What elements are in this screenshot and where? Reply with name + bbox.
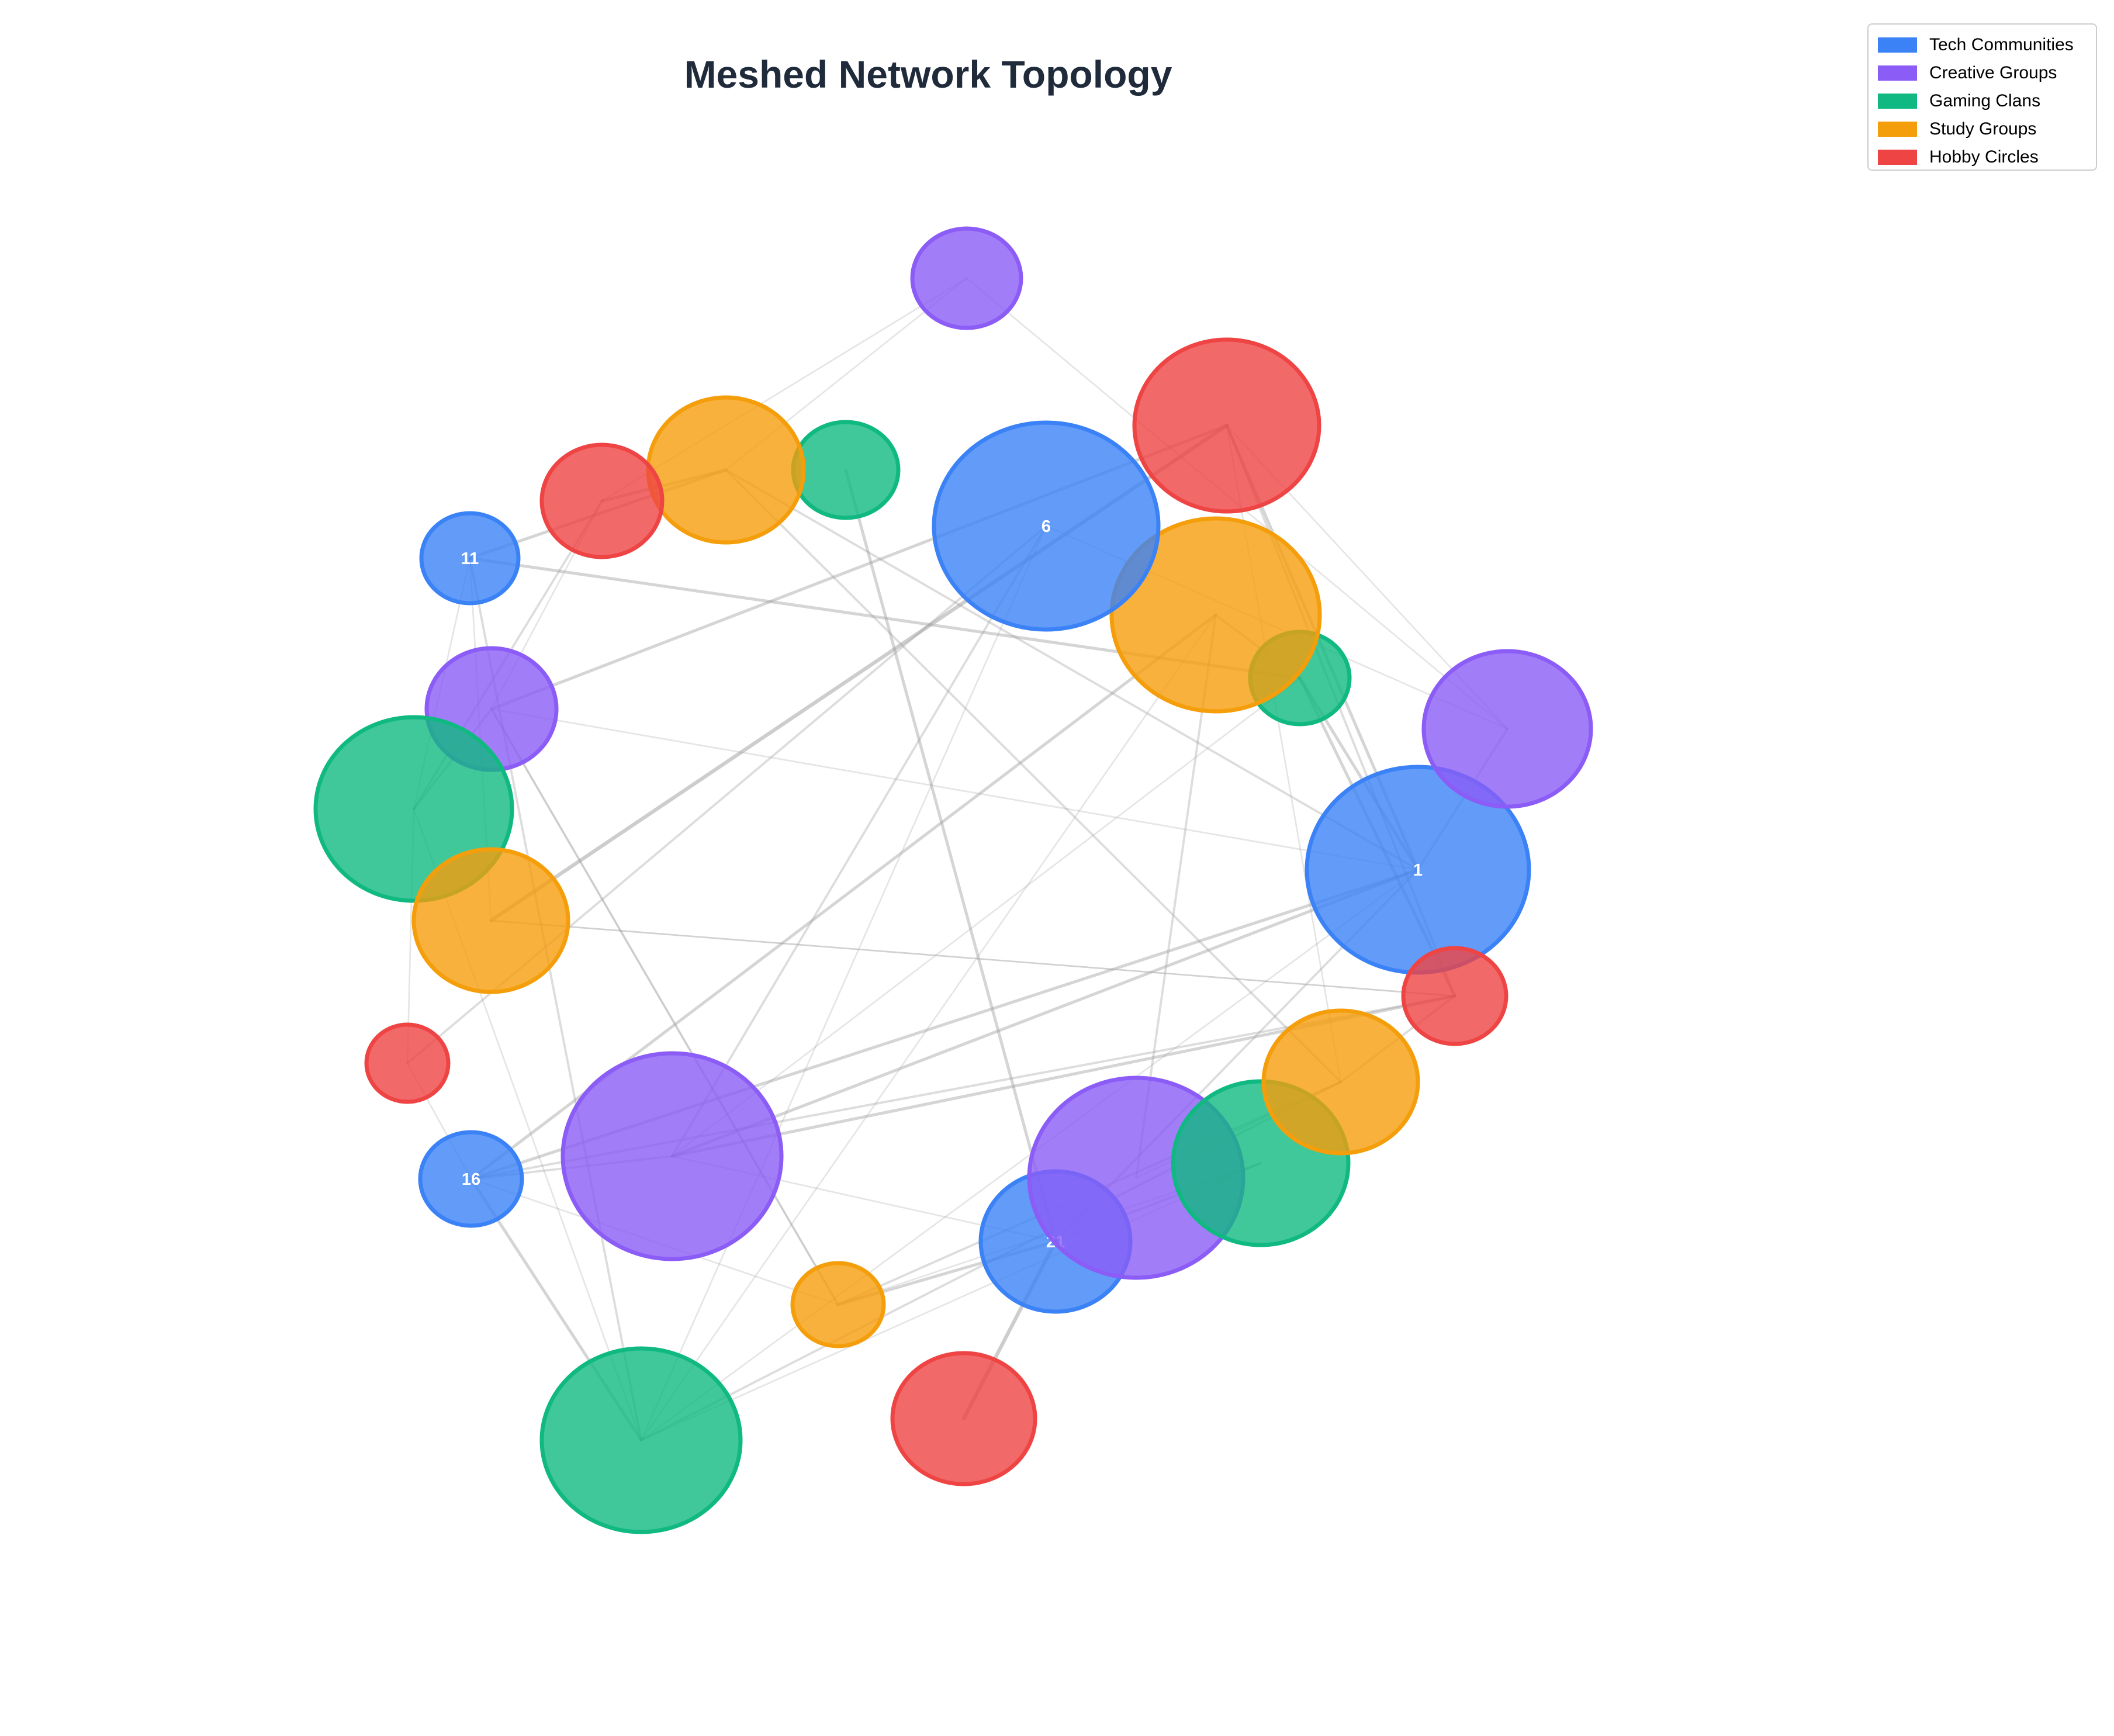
edge-8-21 bbox=[844, 468, 1057, 1243]
node-25[interactable] bbox=[1401, 946, 1508, 1046]
node-17[interactable] bbox=[560, 1051, 784, 1261]
legend-item-study[interactable]: Study Groups bbox=[1878, 115, 2096, 143]
node-7[interactable] bbox=[910, 226, 1023, 330]
legend-label-hobby: Hobby Circles bbox=[1929, 147, 2039, 167]
node-circle-24[interactable] bbox=[1261, 1008, 1420, 1156]
node-circle-8[interactable] bbox=[791, 420, 901, 520]
node-circle-9[interactable] bbox=[646, 395, 806, 545]
node-circle-7[interactable] bbox=[910, 226, 1023, 330]
node-label-6: 6 bbox=[1042, 517, 1051, 536]
node-circle-19[interactable] bbox=[790, 1261, 886, 1348]
node-circle-15[interactable] bbox=[364, 1022, 451, 1104]
legend-label-tech: Tech Communities bbox=[1929, 35, 2074, 54]
nodes-layer: 16111621 bbox=[313, 226, 1593, 1534]
node-19[interactable] bbox=[790, 1261, 886, 1348]
legend-item-tech[interactable]: Tech Communities bbox=[1878, 31, 2096, 59]
legend-swatch-study bbox=[1878, 122, 1917, 137]
node-circle-2[interactable] bbox=[1421, 649, 1593, 809]
edge-1-17 bbox=[670, 868, 1420, 1158]
edge-14-25 bbox=[490, 919, 1456, 997]
node-6[interactable]: 6 bbox=[932, 420, 1161, 632]
edges-layer bbox=[406, 277, 1508, 1442]
node-2[interactable] bbox=[1421, 649, 1593, 809]
node-15[interactable] bbox=[364, 1022, 451, 1104]
node-circle-11[interactable] bbox=[419, 511, 521, 606]
edge-19-12 bbox=[490, 708, 839, 1306]
node-circle-16[interactable] bbox=[418, 1130, 524, 1228]
edge-12-1 bbox=[490, 708, 1419, 871]
edge-9-1 bbox=[725, 469, 1419, 871]
node-24[interactable] bbox=[1261, 1008, 1420, 1156]
chart-title: Meshed Network Topology bbox=[684, 53, 1172, 96]
legend-label-creative: Creative Groups bbox=[1929, 63, 2057, 82]
edge-6-18 bbox=[640, 525, 1047, 1441]
legend-item-gaming[interactable]: Gaming Clans bbox=[1878, 87, 2096, 115]
node-circle-10[interactable] bbox=[539, 442, 665, 559]
legend-swatch-hobby bbox=[1878, 150, 1917, 165]
legend-item-creative[interactable]: Creative Groups bbox=[1878, 59, 2096, 87]
node-14[interactable] bbox=[411, 847, 570, 994]
legend-swatch-gaming bbox=[1878, 94, 1917, 109]
edge-12-19 bbox=[490, 708, 839, 1306]
node-10[interactable] bbox=[539, 442, 665, 559]
node-16[interactable]: 16 bbox=[418, 1130, 524, 1228]
legend-label-study: Study Groups bbox=[1929, 119, 2037, 139]
node-label-11: 11 bbox=[461, 549, 479, 568]
legend-swatch-tech bbox=[1878, 37, 1917, 53]
edge-1-18 bbox=[640, 869, 1419, 1441]
node-20[interactable] bbox=[890, 1351, 1037, 1486]
legend-label-gaming: Gaming Clans bbox=[1929, 91, 2041, 110]
node-label-1: 1 bbox=[1413, 861, 1423, 880]
legend-item-hobby[interactable]: Hobby Circles bbox=[1878, 143, 2096, 171]
legend-swatch-creative bbox=[1878, 65, 1917, 81]
node-4[interactable] bbox=[1109, 516, 1322, 714]
node-circle-18[interactable] bbox=[539, 1346, 743, 1534]
edge-4-18 bbox=[640, 614, 1217, 1441]
node-circle-14[interactable] bbox=[411, 847, 570, 994]
node-circle-25[interactable] bbox=[1401, 946, 1508, 1046]
edge-6-17 bbox=[671, 525, 1047, 1157]
node-label-16: 16 bbox=[462, 1170, 480, 1189]
edge-25-14 bbox=[490, 919, 1456, 997]
node-circle-6[interactable] bbox=[932, 420, 1161, 632]
node-9[interactable] bbox=[646, 395, 806, 545]
node-11[interactable]: 11 bbox=[419, 511, 521, 606]
node-circle-5[interactable] bbox=[1132, 337, 1321, 514]
edge-9-24 bbox=[725, 469, 1342, 1083]
node-circle-4[interactable] bbox=[1109, 516, 1322, 714]
node-circle-17[interactable] bbox=[560, 1051, 784, 1261]
node-8[interactable] bbox=[791, 420, 901, 520]
legend: Tech Communities Creative Groups Gaming … bbox=[1867, 23, 2097, 171]
node-5[interactable] bbox=[1132, 337, 1321, 514]
node-circle-20[interactable] bbox=[890, 1351, 1037, 1486]
node-18[interactable] bbox=[539, 1346, 743, 1534]
edge-3-17 bbox=[671, 677, 1301, 1157]
